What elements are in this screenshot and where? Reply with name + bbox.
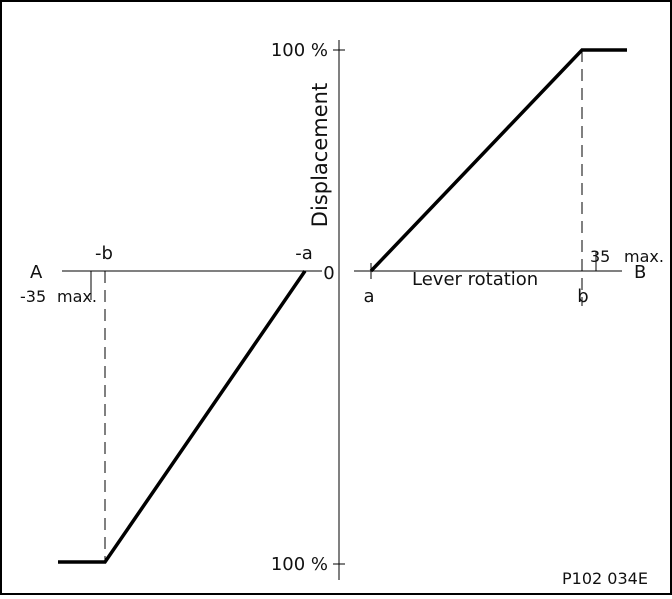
y-axis-title: Displacement bbox=[308, 83, 332, 227]
y-top-label: 100 % bbox=[271, 40, 328, 61]
curve-negative bbox=[58, 270, 307, 564]
x-left-label: A bbox=[30, 262, 43, 283]
marker-pos-b: b bbox=[577, 286, 588, 307]
x-right-label: B bbox=[634, 262, 646, 283]
curve-positive bbox=[369, 48, 627, 273]
neg-max-value: -35 bbox=[20, 287, 46, 306]
x-axis-title: Lever rotation bbox=[412, 269, 538, 290]
pos-max-unit: max. bbox=[624, 247, 664, 266]
marker-neg-b: -b bbox=[95, 243, 113, 264]
marker-neg-a: -a bbox=[295, 243, 313, 264]
marker-pos-a: a bbox=[363, 286, 374, 307]
y-bottom-label: 100 % bbox=[271, 554, 328, 575]
origin-label: 0 bbox=[323, 263, 334, 284]
figure-id: P102 034E bbox=[562, 569, 648, 588]
pos-max-value: 35 bbox=[590, 247, 610, 266]
neg-max-unit: max. bbox=[57, 287, 97, 306]
